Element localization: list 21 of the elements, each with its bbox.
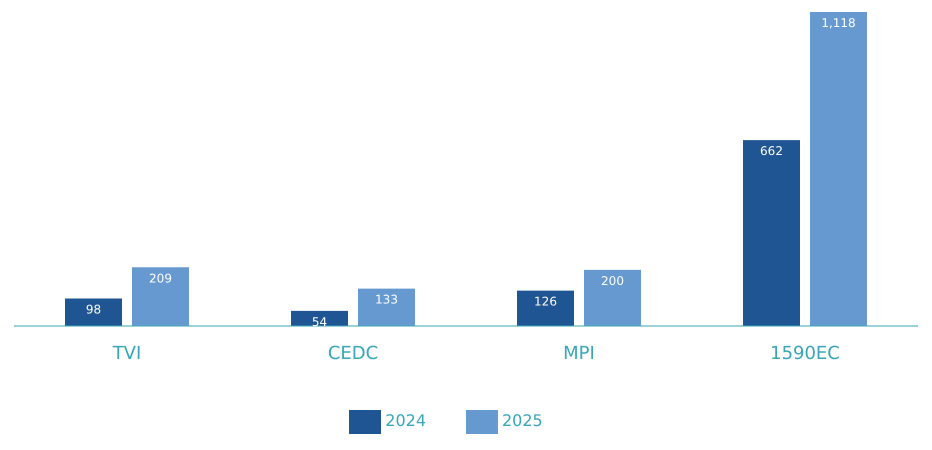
data-label: 126	[534, 294, 557, 309]
x-tick-label: CEDC	[328, 342, 378, 364]
data-label: 200	[601, 274, 624, 288]
bar	[65, 298, 122, 326]
bar	[517, 290, 574, 326]
legend-label: 2024	[385, 411, 426, 430]
data-label: 209	[149, 271, 172, 286]
data-label: 1,118	[821, 16, 856, 30]
x-tick-label: 1590EC	[770, 342, 840, 364]
bar	[358, 288, 415, 326]
x-tick-label: MPI	[563, 342, 595, 364]
bar	[743, 140, 800, 326]
x-tick-label: TVI	[112, 342, 142, 364]
data-label: 54	[312, 314, 328, 329]
bar	[584, 270, 641, 326]
legend-label: 2025	[502, 411, 543, 430]
data-label: 662	[760, 144, 783, 158]
data-label: 133	[375, 292, 398, 307]
data-label: 98	[86, 302, 102, 316]
bar	[810, 12, 867, 326]
bar	[132, 267, 189, 326]
